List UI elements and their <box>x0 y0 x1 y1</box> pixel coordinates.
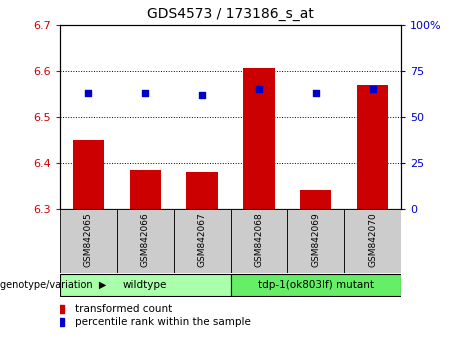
Text: GSM842065: GSM842065 <box>84 212 93 267</box>
Bar <box>60 209 117 273</box>
Bar <box>130 170 161 209</box>
Bar <box>174 209 230 273</box>
Bar <box>230 209 287 273</box>
Text: wildtype: wildtype <box>123 280 167 290</box>
Point <box>255 86 263 92</box>
Point <box>312 90 319 96</box>
Text: GSM842066: GSM842066 <box>141 212 150 267</box>
Point <box>85 90 92 96</box>
Point <box>369 86 376 92</box>
Bar <box>73 140 104 209</box>
Text: GSM842070: GSM842070 <box>368 212 377 267</box>
Bar <box>230 274 401 296</box>
Title: GDS4573 / 173186_s_at: GDS4573 / 173186_s_at <box>147 7 314 21</box>
Point <box>198 92 206 98</box>
Text: GSM842069: GSM842069 <box>311 212 320 267</box>
Bar <box>117 209 174 273</box>
Point <box>142 90 149 96</box>
Bar <box>287 209 344 273</box>
Text: GSM842067: GSM842067 <box>198 212 207 267</box>
Bar <box>357 85 388 209</box>
Text: percentile rank within the sample: percentile rank within the sample <box>75 317 251 327</box>
Bar <box>300 190 331 209</box>
Bar <box>344 209 401 273</box>
Bar <box>60 274 230 296</box>
Bar <box>243 68 275 209</box>
Text: transformed count: transformed count <box>75 304 172 314</box>
Text: tdp-1(ok803lf) mutant: tdp-1(ok803lf) mutant <box>258 280 374 290</box>
Text: genotype/variation  ▶: genotype/variation ▶ <box>0 280 106 290</box>
Text: GSM842068: GSM842068 <box>254 212 263 267</box>
Bar <box>186 172 218 209</box>
